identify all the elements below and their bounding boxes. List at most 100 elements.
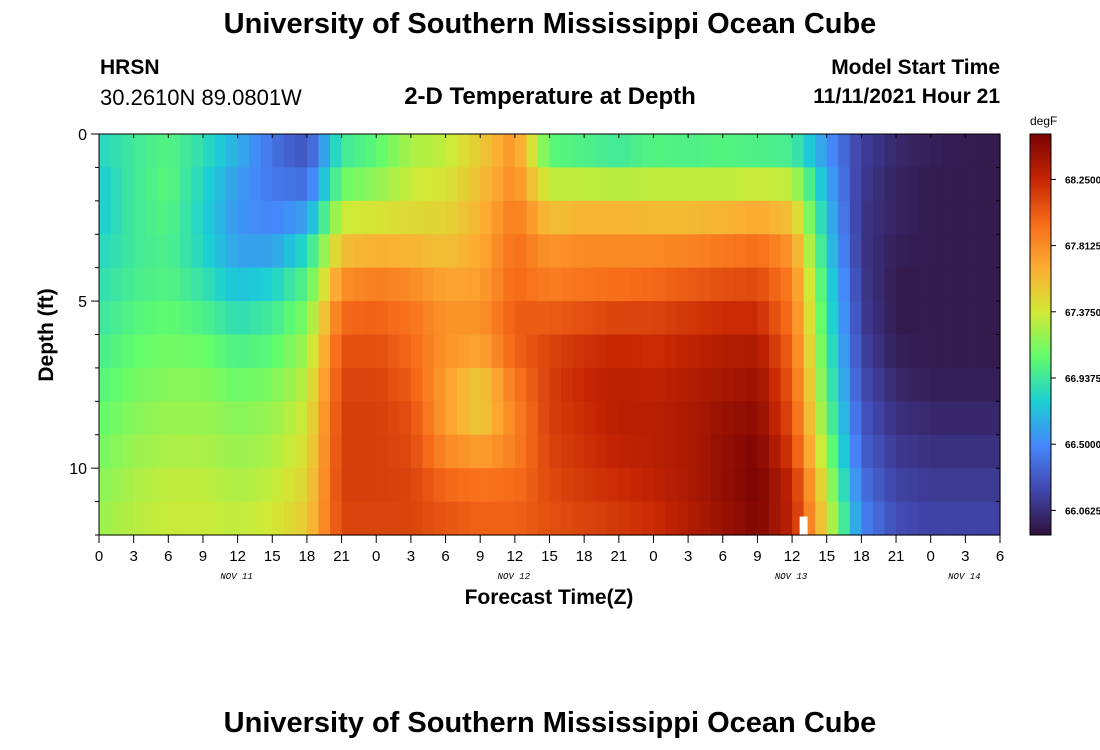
heatmap-cell (99, 200, 112, 235)
heatmap-cell (641, 134, 655, 169)
heatmap-cell (734, 501, 747, 536)
heatmap-cell (122, 501, 135, 536)
heatmap-cell (295, 301, 308, 336)
heatmap-cell (526, 267, 539, 302)
heatmap-cell (110, 200, 123, 235)
heatmap-cell (849, 200, 862, 235)
heatmap-cell (226, 501, 239, 536)
heatmap-cell (526, 301, 539, 336)
heatmap-cell (872, 134, 886, 169)
heatmap-cell (410, 167, 424, 202)
heatmap-cell (884, 234, 897, 269)
heatmap-cell (803, 267, 816, 302)
heatmap-cell (641, 200, 655, 235)
heatmap-cell (341, 167, 354, 202)
heatmap-cell (202, 134, 216, 169)
heatmap-cell (99, 334, 112, 369)
heatmap-cell (526, 401, 539, 436)
heatmap-cell (249, 334, 262, 369)
heatmap-cell (953, 267, 966, 302)
heatmap-cell (618, 334, 631, 369)
heatmap-cell (330, 401, 343, 436)
heatmap-cell (988, 200, 1001, 235)
heatmap-cell (433, 401, 447, 436)
heatmap-cell (872, 468, 886, 503)
heatmap-cell (572, 267, 585, 302)
heatmap-cell (249, 301, 262, 336)
heatmap-cell (561, 301, 574, 336)
heatmap-cell (133, 434, 146, 469)
heatmap-cell (202, 501, 216, 536)
heatmap-cell (399, 434, 412, 469)
heatmap-cell (272, 468, 285, 503)
heatmap-cell (537, 234, 551, 269)
heatmap-cell (907, 267, 920, 302)
heatmap-cell (780, 468, 793, 503)
heatmap-cell (226, 234, 239, 269)
heatmap-cell (849, 301, 862, 336)
heatmap-cell (699, 334, 712, 369)
heatmap-cell (965, 468, 978, 503)
heatmap-cell (988, 501, 1001, 536)
heatmap-cell (722, 301, 735, 336)
heatmap-cell (768, 167, 782, 202)
heatmap-cell (237, 301, 250, 336)
heatmap-cell (942, 434, 955, 469)
heatmap-cell (133, 134, 146, 169)
heatmap-cell (815, 501, 828, 536)
heatmap-cell (202, 401, 216, 436)
heatmap-cell (433, 434, 447, 469)
heatmap-cell (953, 234, 966, 269)
heatmap-cell (422, 367, 435, 402)
heatmap-cell (353, 167, 366, 202)
heatmap-cell (168, 501, 181, 536)
heatmap-cell (122, 200, 135, 235)
heatmap-cell (237, 401, 250, 436)
heatmap-cell (757, 367, 770, 402)
heatmap-cell (896, 367, 909, 402)
x-tick-label: 18 (576, 548, 593, 565)
heatmap-cell (226, 267, 239, 302)
heatmap-cell (503, 134, 516, 169)
date-label: NOV 11 (220, 572, 252, 582)
heatmap-cell (110, 334, 123, 369)
heatmap-cell (179, 401, 193, 436)
heatmap-cell (561, 401, 574, 436)
heatmap-cell (156, 334, 169, 369)
heatmap-cell (976, 367, 990, 402)
heatmap-cell (653, 200, 666, 235)
heatmap-cell (272, 167, 285, 202)
heatmap-cell (688, 200, 701, 235)
heatmap-cell (376, 301, 389, 336)
heatmap-cell (283, 200, 296, 235)
heatmap-cell (226, 301, 239, 336)
heatmap-cell (861, 200, 874, 235)
heatmap-cell (399, 134, 412, 169)
heatmap-cell (202, 234, 216, 269)
heatmap-cell (745, 367, 759, 402)
heatmap-cell (572, 200, 585, 235)
heatmap-cell (122, 401, 135, 436)
heatmap-cell (168, 434, 181, 469)
heatmap-cell (214, 200, 227, 235)
heatmap-cell (688, 334, 701, 369)
heatmap-cell (930, 334, 943, 369)
x-tick-label: 0 (649, 548, 657, 565)
heatmap-cell (122, 367, 135, 402)
heatmap-cell (919, 134, 932, 169)
heatmap-cell (630, 367, 643, 402)
heatmap-cell (757, 468, 770, 503)
heatmap-cell (653, 468, 666, 503)
heatmap-cell (445, 200, 458, 235)
heatmap-cell (295, 334, 308, 369)
heatmap-cell (653, 134, 666, 169)
heatmap-cell (295, 468, 308, 503)
heatmap-cell (768, 401, 782, 436)
heatmap-cell (433, 468, 447, 503)
heatmap-cell (676, 401, 689, 436)
heatmap-cell (387, 200, 400, 235)
heatmap-cell (561, 134, 574, 169)
heatmap-cell (145, 200, 158, 235)
heatmap-cell (711, 234, 724, 269)
heatmap-cell (387, 401, 400, 436)
